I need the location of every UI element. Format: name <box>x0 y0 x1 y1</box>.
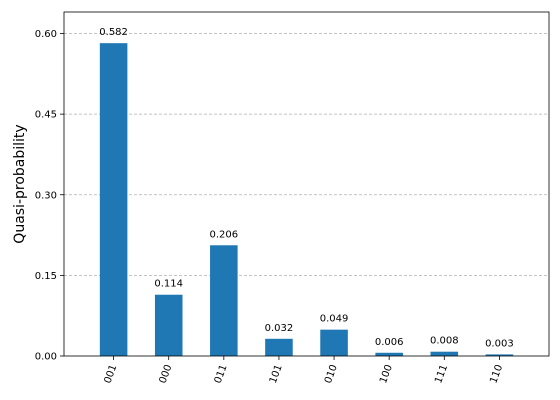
bar <box>210 245 238 356</box>
data-label: 0.049 <box>320 314 349 325</box>
data-label: 0.003 <box>485 338 514 349</box>
data-label: 0.032 <box>265 323 294 334</box>
plot-frame <box>63 11 550 357</box>
bar <box>99 43 128 357</box>
y-tick-label: 0.30 <box>35 190 57 201</box>
data-label: 0.006 <box>375 337 404 348</box>
bar <box>265 338 293 356</box>
bar <box>320 329 348 356</box>
bar <box>485 354 514 356</box>
bars <box>99 43 514 357</box>
bar <box>154 294 183 356</box>
data-labels: 0.582 0.114 0.206 0.032 0.049 0.006 0.008 0.003 <box>99 27 513 349</box>
data-label: 0.008 <box>430 336 459 347</box>
y-tick-label: 0.15 <box>35 271 57 282</box>
data-label: 0.206 <box>210 229 239 240</box>
bar <box>430 351 459 356</box>
y-tick-label: 0.60 <box>35 29 57 40</box>
data-label: 0.114 <box>154 279 183 290</box>
y-axis-title: Quasi-probability <box>12 124 28 243</box>
gridlines <box>64 33 549 276</box>
y-tick-label: 0.45 <box>35 110 57 121</box>
data-label: 0.582 <box>99 27 128 38</box>
y-tick-label: 0.00 <box>35 352 57 363</box>
bar <box>375 352 403 356</box>
y-axis: 0.00 0.15 0.30 0.45 0.60 <box>35 29 64 363</box>
